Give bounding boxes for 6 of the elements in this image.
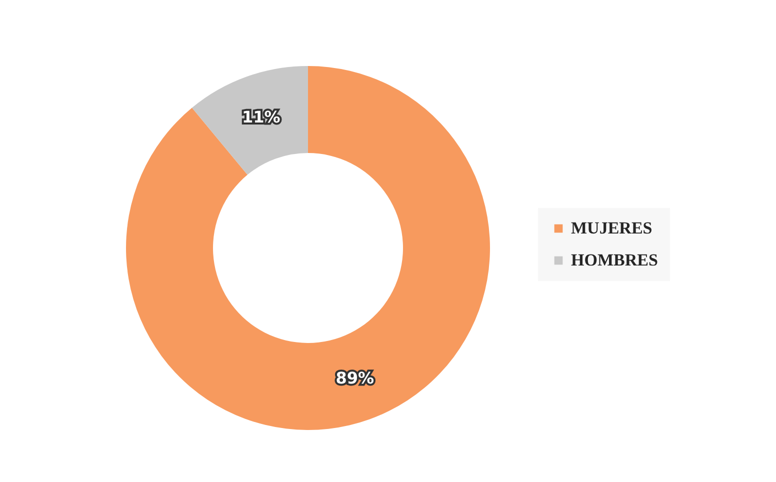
donut-slice xyxy=(126,66,490,430)
data-label: 11% xyxy=(242,108,280,127)
donut-slice xyxy=(192,66,308,175)
legend-label: MUJERES xyxy=(571,218,652,238)
data-label: 89% xyxy=(336,368,374,388)
legend-label: HOMBRES xyxy=(571,250,658,270)
